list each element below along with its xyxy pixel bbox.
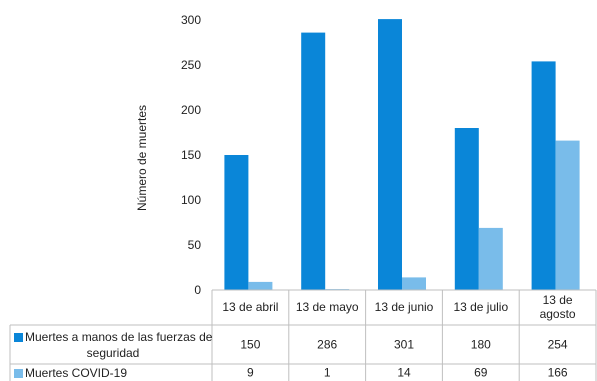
- y-tick-label: 50: [188, 238, 202, 252]
- bar: [301, 32, 326, 290]
- table-cell-value: 286: [317, 338, 337, 352]
- bar: [248, 281, 273, 290]
- legend-swatch: [14, 333, 23, 342]
- y-tick-label: 250: [181, 58, 201, 72]
- y-axis-label: Número de muertes: [135, 105, 149, 211]
- table-cell-value: 14: [397, 366, 411, 380]
- table-cell-value: 69: [474, 366, 488, 380]
- bar: [378, 19, 402, 290]
- y-tick-label: 200: [181, 103, 201, 117]
- table-cell-value: 150: [240, 338, 260, 352]
- table-cell-value: 9: [247, 366, 254, 380]
- category-label: 13 de abril: [222, 300, 278, 314]
- category-label: 13 de julio: [453, 300, 508, 314]
- table-cell-value: 166: [548, 366, 568, 380]
- legend-label: Muertes a manos de las fuerzas de segurid…: [25, 330, 213, 360]
- y-tick-label: 100: [181, 193, 201, 207]
- bar: [555, 140, 580, 290]
- bar: [454, 128, 479, 290]
- y-tick-label: 150: [181, 148, 201, 162]
- table-cell-value: 180: [471, 338, 491, 352]
- legend-label: Muertes COVID-19: [25, 366, 127, 380]
- table-cell-value: 254: [548, 338, 568, 352]
- y-tick-label: 300: [181, 13, 201, 27]
- table-cell-value: 301: [394, 338, 414, 352]
- bar: [478, 227, 503, 290]
- category-label: 13 de junio: [375, 300, 434, 314]
- bar: [402, 277, 426, 290]
- legend-swatch: [14, 369, 23, 378]
- bar: [531, 61, 556, 291]
- category-label: 13 de mayo: [296, 300, 359, 314]
- table-cell-value: 1: [324, 366, 331, 380]
- bar: [224, 155, 249, 290]
- y-tick-label: 0: [194, 283, 201, 297]
- category-label: 13 de agosto: [540, 293, 576, 321]
